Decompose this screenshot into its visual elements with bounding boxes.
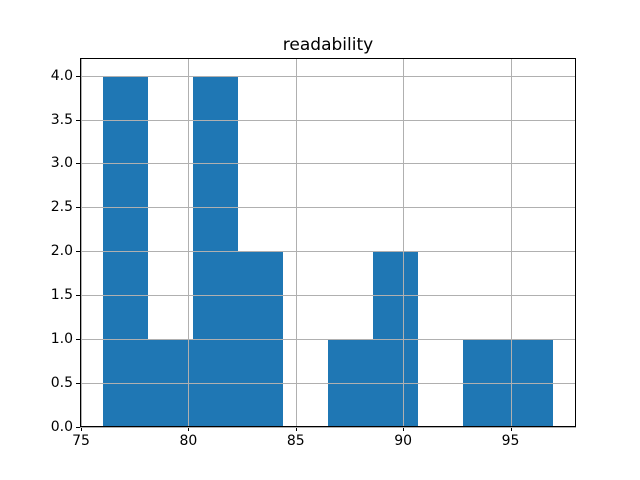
y-tick-label: 3.5	[50, 111, 73, 128]
y-tick-label: 4.0	[50, 67, 73, 84]
y-tick-label: 2.5	[50, 199, 73, 216]
gridline-y	[80, 427, 576, 428]
x-tick-mark	[295, 427, 297, 431]
grid-layer	[80, 58, 576, 428]
chart-title: readability	[282, 35, 374, 55]
gridline-x	[295, 58, 297, 427]
gridline-x	[510, 58, 512, 427]
y-tick-mark	[76, 427, 80, 428]
x-tick-label: 90	[394, 433, 413, 449]
y-tick-label: 3.0	[50, 155, 73, 172]
histogram-bar	[373, 251, 419, 427]
histogram-bar	[237, 251, 283, 427]
gridline-y	[80, 383, 576, 385]
x-tick-label: 75	[72, 433, 90, 449]
gridline-y	[80, 75, 576, 77]
x-tick-label: 80	[179, 433, 198, 449]
x-tick-mark	[188, 427, 190, 431]
y-tick-mark	[76, 75, 80, 77]
x-tick-mark	[81, 427, 83, 431]
histogram-bar	[102, 75, 148, 427]
y-tick-mark	[76, 295, 80, 297]
y-tick-label: 1.5	[50, 287, 73, 304]
y-tick-mark	[76, 383, 80, 385]
gridline-y	[80, 339, 576, 341]
y-tick-label: 1.0	[50, 331, 73, 348]
y-tick-mark	[76, 119, 80, 121]
gridline-x	[188, 58, 190, 427]
histogram-bar	[192, 75, 238, 427]
y-tick-mark	[76, 251, 80, 253]
gridline-y	[80, 163, 576, 165]
y-tick-label: 2.0	[50, 243, 73, 260]
gridline-y	[80, 295, 576, 297]
x-tick-mark	[510, 427, 512, 431]
x-tick-label: 85	[286, 433, 305, 449]
y-tick-label: 0.0	[50, 419, 73, 435]
x-tick-mark	[403, 427, 405, 431]
gridline-y	[80, 251, 576, 253]
gridline-y	[80, 207, 576, 209]
gridline-x	[403, 58, 405, 427]
y-tick-label: 0.5	[50, 375, 73, 392]
y-tick-mark	[76, 207, 80, 209]
y-tick-mark	[76, 339, 80, 341]
gridline-y	[80, 119, 576, 121]
x-tick-label: 95	[501, 433, 520, 449]
gridline-x	[81, 58, 83, 427]
plot-area	[80, 58, 576, 428]
y-tick-mark	[76, 163, 80, 165]
